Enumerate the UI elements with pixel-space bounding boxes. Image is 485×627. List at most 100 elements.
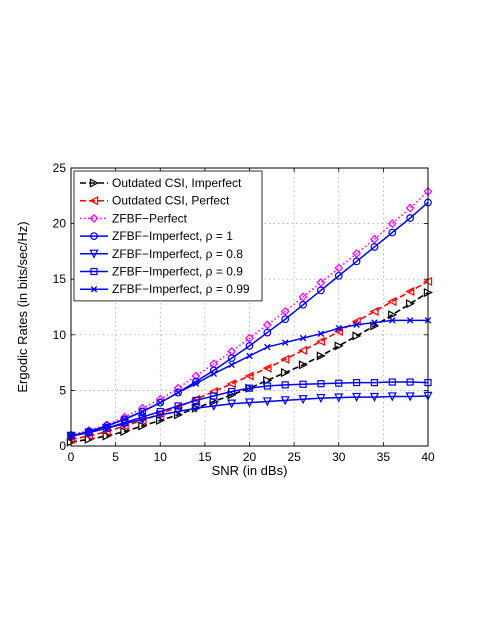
x-tick-label: 0 xyxy=(68,450,75,464)
marker-triangle-down xyxy=(405,392,415,402)
marker-x xyxy=(406,317,414,324)
marker-triangle-left xyxy=(280,354,290,364)
legend-entry: Outdated CSI, Perfect xyxy=(80,194,230,208)
marker-triangle-right xyxy=(120,426,130,437)
y-tick-label: 10 xyxy=(53,328,67,342)
marker-circle xyxy=(263,328,272,337)
marker-circle xyxy=(370,243,379,251)
x-tick-label: 10 xyxy=(154,450,168,464)
marker-x xyxy=(353,321,360,329)
marker-triangle-right xyxy=(405,299,416,309)
marker-x xyxy=(335,324,343,332)
marker-square xyxy=(281,381,289,389)
marker-x xyxy=(264,343,271,351)
marker-triangle-right xyxy=(388,310,398,320)
marker-triangle-left xyxy=(262,363,272,373)
marker-triangle-left xyxy=(315,336,326,347)
marker-x xyxy=(90,285,98,293)
marker-diamond xyxy=(370,234,379,244)
marker-triangle-left xyxy=(387,296,397,307)
marker-square xyxy=(370,379,379,387)
marker-triangle-right xyxy=(89,178,99,188)
marker-diamond xyxy=(352,249,362,259)
marker-triangle-down xyxy=(280,396,290,406)
legend-entry: Outdated CSI, Imperfect xyxy=(80,176,242,190)
marker-triangle-right xyxy=(298,360,308,370)
marker-diamond xyxy=(262,320,272,330)
marker-circle xyxy=(334,271,343,280)
series-line xyxy=(70,291,429,443)
marker-triangle-right xyxy=(281,368,291,378)
marker-square xyxy=(192,396,200,405)
x-tick-label: 15 xyxy=(198,450,212,464)
marker-triangle-left xyxy=(226,379,236,389)
marker-diamond xyxy=(298,292,308,302)
marker-x xyxy=(121,416,128,423)
legend-label: ZFBF−Imperfect, ρ = 0.9 xyxy=(112,265,243,279)
y-tick-label: 20 xyxy=(53,217,67,231)
marker-triangle-left xyxy=(405,286,415,297)
legend-entry: ZFBF−Imperfect, ρ = 0.9 xyxy=(80,265,243,279)
marker-circle xyxy=(388,228,397,237)
y-tick-label: 0 xyxy=(59,439,66,453)
legend-entry: ZFBF−Imperfect, ρ = 1 xyxy=(80,229,233,243)
marker-triangle-down xyxy=(369,392,380,403)
series-line xyxy=(70,190,429,436)
marker-circle xyxy=(299,300,307,309)
marker-square xyxy=(156,407,164,416)
marker-x xyxy=(103,422,110,430)
marker-diamond xyxy=(245,333,254,343)
marker-triangle-right xyxy=(352,331,362,341)
x-tick-label: 25 xyxy=(287,450,301,464)
marker-diamond xyxy=(405,203,415,213)
marker-square xyxy=(263,382,271,390)
x-axis-label: SNR (in dBs) xyxy=(212,463,288,478)
marker-triangle-left xyxy=(351,316,361,327)
marker-x xyxy=(228,361,235,369)
marker-diamond xyxy=(280,306,290,316)
legend-label: ZFBF−Imperfect, ρ = 0.99 xyxy=(112,282,250,296)
series-line xyxy=(70,381,429,437)
marker-triangle-left xyxy=(333,326,343,337)
marker-triangle-right xyxy=(263,375,273,385)
marker-diamond xyxy=(334,263,344,273)
marker-triangle-down xyxy=(298,395,308,405)
marker-triangle-down xyxy=(244,398,255,408)
marker-triangle-right xyxy=(102,431,112,441)
x-tick-label: 40 xyxy=(421,450,435,464)
marker-triangle-down xyxy=(352,392,362,403)
marker-triangle-down xyxy=(334,393,344,403)
series-line xyxy=(70,395,429,437)
marker-triangle-left xyxy=(369,306,379,317)
legend-label: ZFBF−Perfect xyxy=(112,211,188,225)
marker-triangle-left xyxy=(89,196,99,206)
marker-circle xyxy=(156,398,165,407)
marker-square xyxy=(245,384,254,392)
marker-x xyxy=(192,380,200,387)
marker-x xyxy=(246,352,253,360)
legend-label: ZFBF−Imperfect, ρ = 1 xyxy=(112,229,233,243)
marker-triangle-down xyxy=(387,392,397,402)
marker-triangle-right xyxy=(173,410,184,420)
marker-square xyxy=(388,378,396,386)
marker-square xyxy=(335,379,343,387)
series-6 xyxy=(67,317,432,440)
marker-square xyxy=(406,378,414,386)
marker-square xyxy=(138,413,146,421)
marker-circle xyxy=(138,407,147,416)
legend-label: Outdated CSI, Imperfect xyxy=(112,176,242,190)
marker-circle xyxy=(281,315,290,324)
y-tick-label: 25 xyxy=(53,161,67,175)
marker-diamond xyxy=(89,213,99,223)
marker-circle xyxy=(317,286,325,295)
marker-x xyxy=(156,399,164,406)
legend-entry: ZFBF−Perfect xyxy=(80,211,188,225)
marker-x xyxy=(299,334,307,342)
marker-x xyxy=(174,389,182,396)
legend-label: ZFBF−Imperfect, ρ = 0.8 xyxy=(112,247,243,261)
axis-ticks: 0 5 10 15 20 25 30 35 40 0 5 10 15 20 25 xyxy=(53,161,435,464)
legend: Outdated CSI, Imperfect Outdated CSI, Per… xyxy=(73,170,263,302)
marker-triangle-down xyxy=(89,249,99,259)
marker-diamond xyxy=(316,278,326,287)
